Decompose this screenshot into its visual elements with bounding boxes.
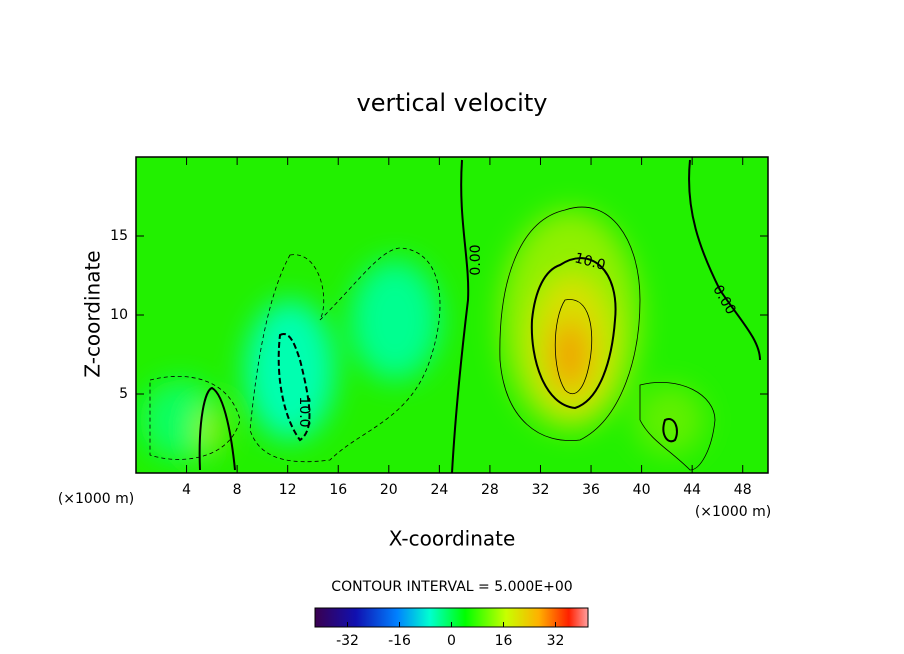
x-axis-label: X-coordinate [389,527,516,551]
colorbar-tick-label: -32 [336,633,359,649]
x-tick-label: 24 [430,482,448,498]
x-tick-label: 44 [683,482,701,498]
chart-title: vertical velocity [357,89,548,117]
x-tick-label: 40 [633,482,651,498]
field [136,157,768,473]
colorbar-title: CONTOUR INTERVAL = 5.000E+00 [331,579,572,595]
y-axis-label: Z-coordinate [81,250,105,377]
contour-label: 10.0 [296,396,312,427]
x-tick-label: 16 [329,482,347,498]
x-tick-label: 20 [380,482,398,498]
x-tick-label: 12 [279,482,297,498]
x-tick-label: 32 [532,482,550,498]
x-tick-label: 28 [481,482,499,498]
x-tick-label: 48 [734,482,752,498]
y-tick-label: 15 [110,228,128,244]
colorbar-tick-label: 32 [547,633,565,649]
x-unit-label: (×1000 m) [695,504,771,520]
colorbar-tick-label: 0 [447,633,456,649]
colorbar-tick-label: 16 [495,633,513,649]
x-tick-label: 4 [182,482,191,498]
contour-label: 0.00 [468,244,484,275]
colorbar-tick-label: -16 [388,633,411,649]
y-unit-label: (×1000 m) [58,491,134,507]
x-tick-label: 36 [582,482,600,498]
x-tick-label: 8 [233,482,242,498]
contour-label: 10.0 [573,250,607,274]
y-tick-label: 5 [119,386,128,402]
y-tick-label: 10 [110,307,128,323]
